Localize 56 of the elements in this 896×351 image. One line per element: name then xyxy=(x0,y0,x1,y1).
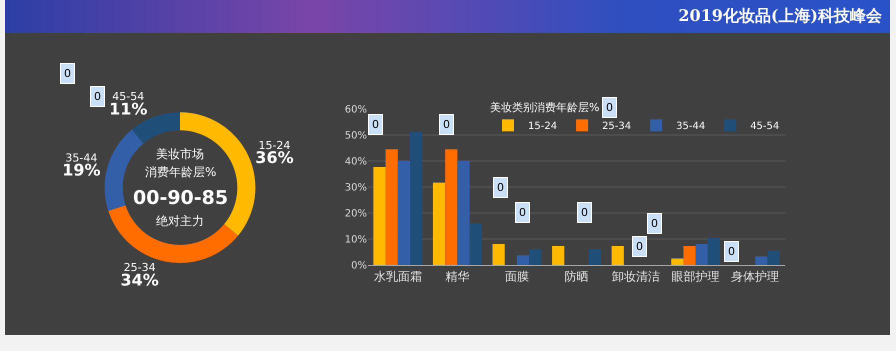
annotation: 0 xyxy=(636,240,643,253)
x-tick-label: 卸妆清洁 xyxy=(612,269,660,284)
y-tick-label: 50% xyxy=(344,130,367,142)
text: 2019化妆品(上海)科技峰会 xyxy=(678,6,882,27)
legend-label: 15-24 xyxy=(528,121,558,132)
bar xyxy=(683,246,696,265)
annotation: 0 xyxy=(372,118,379,131)
x-tick-label: 水乳面霜 xyxy=(374,269,422,284)
x-tick-label: 眼部护理 xyxy=(672,269,720,284)
y-tick-label: 20% xyxy=(344,208,367,220)
text: 0 xyxy=(94,90,101,103)
legend-label: 45-54 xyxy=(750,121,780,132)
x-tick-label: 面膜 xyxy=(504,269,529,284)
annotation: 0 xyxy=(728,245,735,258)
annotation: 0 xyxy=(497,181,504,194)
bar xyxy=(671,258,684,265)
bar xyxy=(516,255,530,265)
y-tick-label: 30% xyxy=(344,182,367,194)
text: 0 xyxy=(64,67,71,80)
text: 00-90-85 xyxy=(133,187,228,209)
x-tick-label: 防晒 xyxy=(564,269,588,284)
bar xyxy=(432,182,446,265)
annotation: 0 xyxy=(443,118,450,131)
text: 绝对主力 xyxy=(156,214,204,228)
bar xyxy=(470,223,482,265)
legend-label: 35-44 xyxy=(676,121,706,132)
bar xyxy=(398,161,410,265)
bar xyxy=(552,246,564,265)
bar xyxy=(445,149,458,265)
bar xyxy=(708,238,720,265)
legend-label: 25-34 xyxy=(602,121,632,132)
annotation: 0 xyxy=(519,206,526,219)
bar xyxy=(755,256,768,265)
donut-slice xyxy=(108,205,238,263)
annotation: 0 xyxy=(651,217,658,230)
annotation: 0 xyxy=(606,101,613,114)
y-tick-label: 0% xyxy=(351,260,367,272)
bar xyxy=(696,244,708,265)
text: 美妆市场 xyxy=(156,147,204,161)
bar xyxy=(457,161,470,265)
bar xyxy=(386,149,398,265)
legend-title: 美妆类别消费年龄层% xyxy=(490,100,600,114)
y-tick-label: 40% xyxy=(344,156,367,168)
bar xyxy=(612,246,624,265)
y-tick-label: 10% xyxy=(344,234,367,246)
x-tick-label: 身体护理 xyxy=(731,269,780,284)
y-tick-label: 60% xyxy=(344,104,367,116)
bar xyxy=(373,166,386,265)
text: 消费年龄层% xyxy=(145,165,216,179)
bar xyxy=(492,244,505,265)
annotation: 0 xyxy=(581,206,588,219)
x-tick-label: 精华 xyxy=(445,269,470,284)
bar xyxy=(767,250,780,265)
bar xyxy=(410,132,422,265)
bar xyxy=(588,249,601,265)
bar xyxy=(529,249,542,265)
